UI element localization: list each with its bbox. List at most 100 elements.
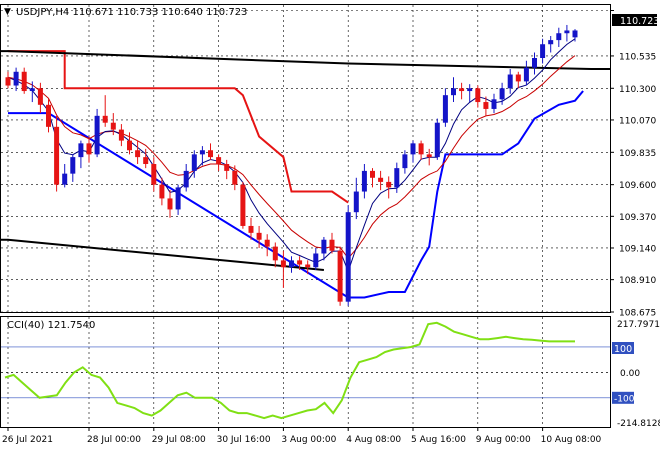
candle-body — [54, 126, 60, 185]
candle-body — [224, 164, 230, 171]
cci-axis[interactable]: 217.7971 -214.8128 0.00 -100 — [612, 320, 660, 429]
candle-body — [313, 253, 319, 268]
candle — [378, 170, 384, 191]
candle-body — [159, 184, 165, 199]
candle — [78, 140, 84, 169]
candle-body — [175, 187, 181, 210]
candle-body — [143, 157, 149, 165]
candle-body — [378, 177, 384, 182]
x-tick-label: 4 Aug 08:00 — [346, 435, 401, 445]
candle — [491, 93, 497, 114]
candle — [191, 150, 197, 178]
y-tick-label: 110.300 — [619, 85, 656, 95]
candle — [256, 225, 262, 248]
candle-body — [135, 150, 141, 158]
candle — [434, 118, 440, 160]
y-tick-label: 108.910 — [619, 276, 656, 286]
cci-level-label: 0.00 — [620, 369, 640, 379]
lower-band-line — [8, 90, 584, 299]
candle — [297, 256, 303, 271]
candle — [127, 132, 132, 155]
candle-body — [475, 88, 481, 103]
candle-body — [199, 150, 205, 155]
cci-value-tag: 100 — [612, 342, 634, 355]
candle-body — [361, 170, 367, 192]
candle — [5, 71, 11, 89]
candle — [94, 108, 100, 158]
y-tick-label: 109.370 — [619, 213, 656, 223]
candle-body — [183, 170, 189, 188]
candle — [175, 184, 181, 215]
candle — [329, 232, 335, 254]
candle — [224, 159, 230, 180]
cci-levels — [1, 346, 610, 399]
candle — [418, 140, 424, 160]
candle — [183, 164, 189, 192]
candle — [280, 250, 286, 288]
candle-body — [434, 122, 440, 158]
candle-body — [532, 58, 537, 68]
trendlines-layer — [0, 50, 611, 271]
candle-body — [78, 143, 84, 158]
candle-body — [507, 74, 513, 89]
candle — [62, 164, 68, 188]
cci-min-label: -214.8128 — [617, 419, 660, 429]
candle-body — [345, 212, 351, 302]
candle — [264, 234, 270, 257]
y-tick-label: 109.140 — [619, 244, 656, 254]
candle — [21, 67, 27, 94]
candle-body — [62, 173, 68, 185]
fast-ma-line — [7, 38, 576, 273]
candle — [345, 205, 351, 306]
x-tick-label: 28 Jul 00:00 — [87, 435, 141, 445]
candle — [394, 162, 400, 193]
candle — [410, 140, 416, 163]
candle — [499, 82, 505, 105]
candle-body — [337, 250, 343, 302]
candle — [29, 81, 35, 103]
candle-body — [280, 260, 286, 268]
x-tick-label: 5 Aug 16:00 — [411, 435, 466, 445]
cci-level-label: -100 — [614, 394, 635, 404]
candle-body — [426, 154, 432, 158]
candle — [556, 27, 562, 47]
chart-menu-icon[interactable]: ▼ — [4, 7, 11, 17]
x-tick-label: 3 Aug 00:00 — [281, 435, 336, 445]
cci-line — [4, 321, 575, 420]
candle — [102, 95, 108, 127]
candle — [232, 165, 238, 191]
candles-layer — [5, 24, 578, 306]
candle-body — [297, 260, 303, 265]
moving-averages-layer — [7, 38, 576, 273]
candle — [361, 164, 367, 199]
candle-body — [264, 239, 270, 247]
candle — [13, 67, 19, 92]
candle-body — [418, 143, 424, 155]
candle — [54, 115, 60, 192]
candle — [118, 124, 124, 147]
candle-body — [29, 88, 35, 92]
cci-panel — [0, 316, 611, 428]
candle-body — [370, 170, 375, 178]
candle-body — [523, 67, 529, 82]
candle-body — [548, 40, 554, 45]
candle-body — [167, 198, 173, 210]
candle — [159, 177, 165, 206]
price-axis[interactable]: 110.535 110.300 110.070 109.835 109.600 109.3… — [610, 10, 656, 319]
candle — [46, 99, 51, 133]
candle — [216, 154, 222, 171]
candle — [167, 190, 173, 218]
candle-body — [321, 239, 327, 254]
candle — [515, 71, 521, 89]
candle — [426, 148, 432, 166]
cci-label: CCI(40) 121.7540 — [7, 320, 95, 331]
candle-body — [491, 99, 497, 109]
candle-body — [248, 225, 254, 233]
x-tick-label: 9 Aug 00:00 — [476, 435, 531, 445]
candle — [523, 60, 529, 86]
candle — [475, 85, 481, 108]
time-axis[interactable]: 26 Jul 2021 28 Jul 00:00 29 Jul 08:00 30 Ju… — [2, 427, 602, 445]
candle — [86, 136, 92, 163]
